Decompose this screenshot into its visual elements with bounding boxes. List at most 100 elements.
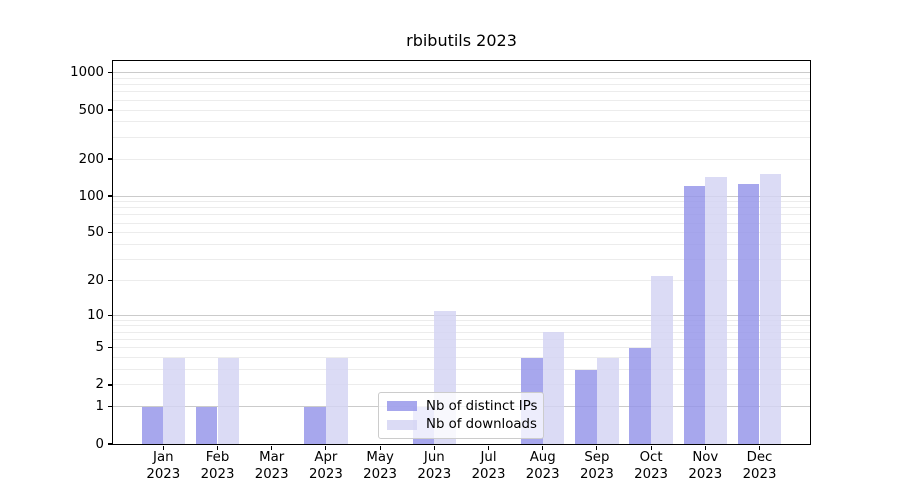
bar-downloads [542, 332, 565, 444]
bar-distinct-ips [141, 406, 164, 444]
x-tick-mark [704, 445, 706, 450]
y-axis-tick-label: 5 [95, 340, 104, 356]
bar-distinct-ips [629, 347, 652, 444]
x-tick-month: Jun [423, 450, 445, 465]
x-axis-tick-label: Sep 2023 [569, 450, 625, 483]
minor-gridline [113, 347, 810, 349]
minor-gridline [113, 369, 810, 371]
minor-gridline [113, 136, 810, 138]
x-axis-tick-label: Apr 2023 [298, 450, 354, 483]
x-tick-mark [542, 445, 544, 450]
y-axis-tick-label: 50 [87, 225, 104, 241]
x-tick-mark [487, 445, 490, 450]
minor-gridline [113, 222, 810, 224]
y-axis-tick-label: 1000 [70, 65, 104, 81]
y-tick-mark [108, 279, 113, 282]
x-axis-tick-label: Jun 2023 [406, 450, 462, 483]
minor-gridline [113, 357, 810, 359]
bar-distinct-ips [195, 406, 218, 444]
x-axis-tick-label: Mar 2023 [244, 450, 300, 483]
y-tick-mark [108, 314, 113, 316]
minor-gridline [113, 279, 810, 281]
major-gridline [113, 195, 810, 197]
y-tick-mark [108, 158, 113, 160]
minor-gridline [113, 91, 810, 93]
x-tick-mark [271, 445, 273, 450]
bar-downloads [596, 357, 619, 444]
minor-gridline [113, 158, 810, 160]
legend-label: Nb of downloads [426, 417, 537, 433]
minor-gridline [113, 338, 810, 340]
minor-gridline [113, 259, 810, 261]
x-axis-tick-label: Jul 2023 [461, 450, 517, 483]
y-axis-tick-label: 10 [87, 307, 104, 323]
x-tick-month: Nov [692, 450, 719, 465]
x-tick-year: 2023 [634, 466, 669, 482]
plot-area [113, 61, 810, 444]
minor-gridline [113, 232, 810, 234]
x-tick-year: 2023 [417, 466, 452, 482]
x-tick-month: Aug [529, 450, 556, 465]
y-tick-mark [108, 347, 113, 349]
minor-gridline [113, 207, 810, 209]
legend-item: Nb of distinct IPs [387, 398, 538, 414]
x-tick-year: 2023 [363, 466, 398, 482]
x-tick-month: Jul [480, 450, 497, 465]
minor-gridline [113, 109, 810, 111]
x-tick-month: Sep [584, 450, 610, 465]
y-axis-tick-label: 200 [78, 151, 104, 167]
bar-downloads [759, 173, 782, 444]
x-tick-month: May [366, 450, 394, 465]
x-tick-year: 2023 [471, 466, 506, 482]
x-axis-tick-label: Jan 2023 [135, 450, 191, 483]
major-gridline [113, 72, 810, 74]
y-axis-tick-label: 2 [95, 377, 104, 393]
x-tick-mark [433, 445, 435, 450]
y-axis-tick-label: 0 [95, 436, 104, 452]
y-axis-tick-label: 100 [78, 188, 104, 204]
y-tick-mark [108, 232, 113, 234]
x-tick-mark [650, 445, 652, 450]
bar-downloads [325, 357, 348, 444]
x-tick-year: 2023 [688, 466, 723, 482]
x-axis-tick-label: Aug 2023 [515, 450, 571, 483]
x-tick-month: Jan [153, 450, 174, 465]
minor-gridline [113, 201, 810, 203]
x-tick-year: 2023 [525, 466, 560, 482]
bar-downloads [217, 357, 240, 444]
x-tick-year: 2023 [308, 466, 343, 482]
x-tick-year: 2023 [254, 466, 289, 482]
x-tick-month: Dec [746, 450, 773, 465]
bar-downloads [651, 275, 673, 444]
x-tick-mark [216, 445, 219, 450]
bar-distinct-ips [304, 406, 326, 444]
legend-label: Nb of distinct IPs [426, 398, 538, 414]
minor-gridline [113, 325, 810, 327]
legend-item: Nb of downloads [387, 417, 537, 433]
minor-gridline [113, 99, 810, 101]
chart-title: rbibutils 2023 [406, 31, 517, 50]
x-axis-tick-label: Nov 2023 [677, 450, 733, 483]
x-tick-mark [596, 445, 598, 450]
legend-swatch [387, 419, 417, 431]
y-axis-tick-label: 20 [87, 272, 104, 288]
minor-gridline [113, 121, 810, 123]
x-tick-year: 2023 [742, 466, 777, 482]
y-tick-mark [108, 72, 113, 74]
x-tick-month: Apr [314, 450, 338, 465]
x-axis-tick-label: Oct 2023 [623, 450, 679, 483]
x-axis-tick-label: Dec 2023 [732, 450, 788, 483]
x-tick-year: 2023 [579, 466, 614, 482]
minor-gridline [113, 84, 810, 86]
bar-distinct-ips [737, 183, 760, 444]
x-axis-tick-label: Feb 2023 [190, 450, 246, 483]
minor-gridline [113, 319, 810, 321]
y-axis-tick-label: 1 [95, 399, 104, 415]
legend: Nb of distinct IPs Nb of downloads [378, 392, 544, 439]
bar-downloads [705, 176, 727, 444]
minor-gridline [113, 384, 810, 386]
bar-distinct-ips [575, 369, 597, 444]
bar-downloads [163, 357, 185, 444]
x-tick-month: Oct [639, 450, 663, 465]
